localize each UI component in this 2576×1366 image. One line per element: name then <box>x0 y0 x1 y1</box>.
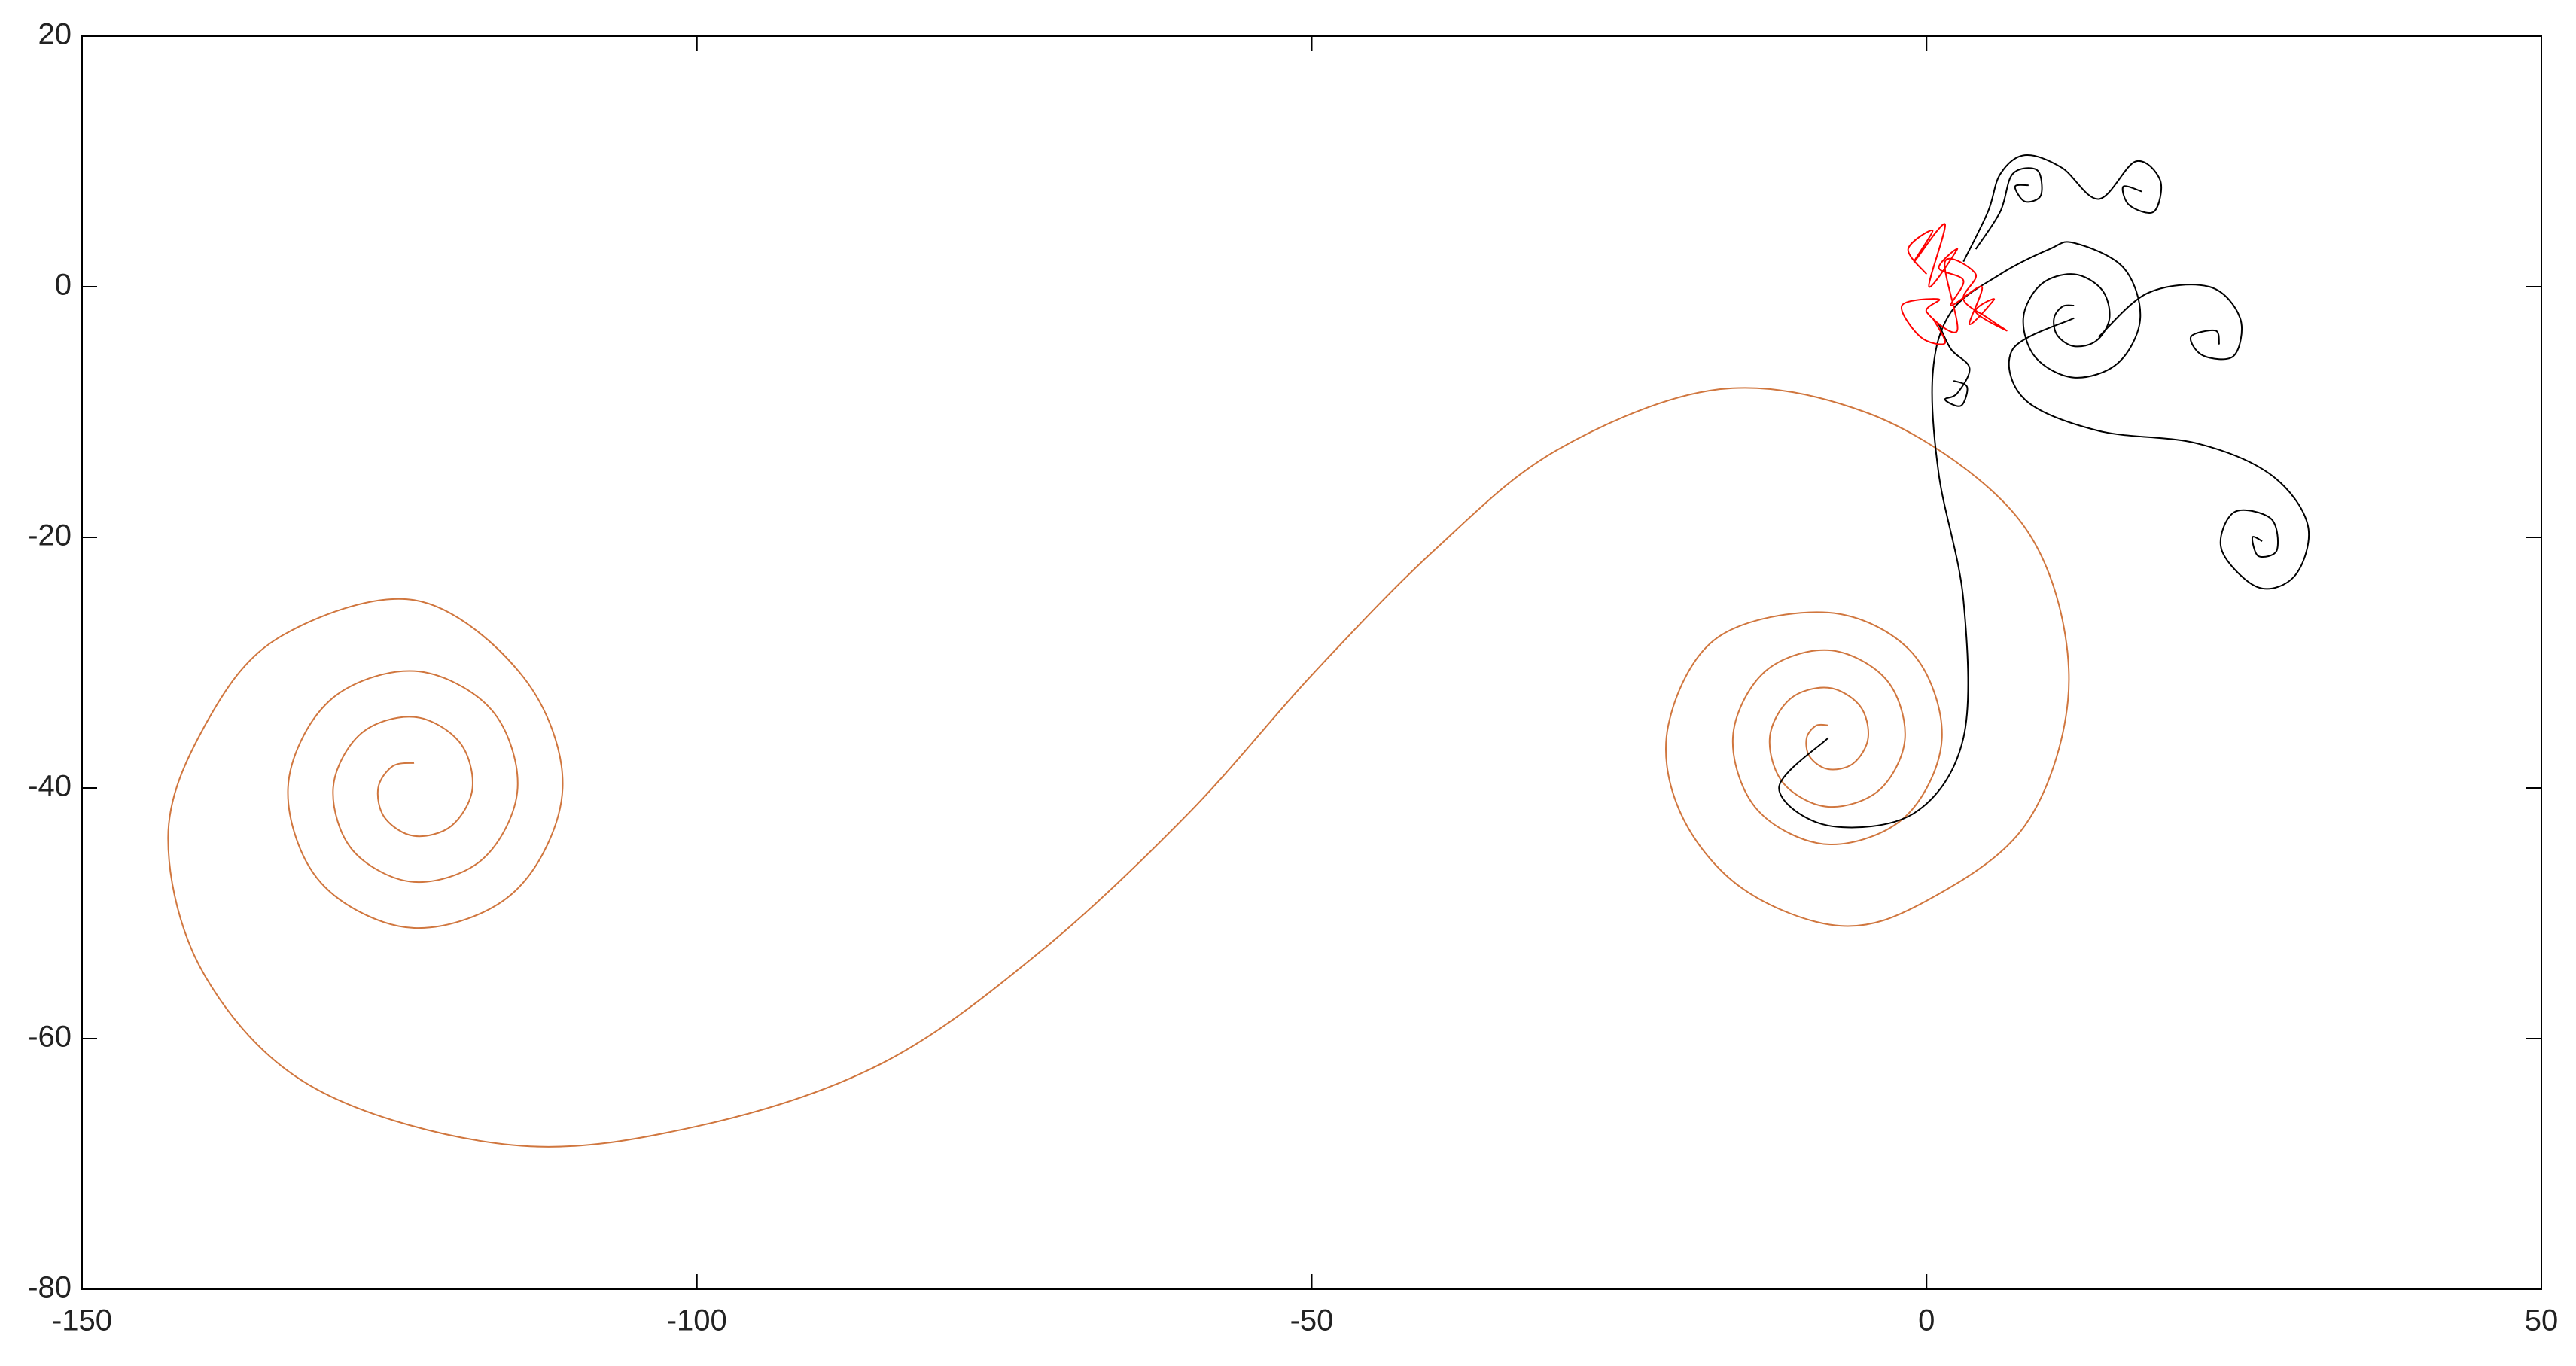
y-tick-label: 20 <box>38 18 72 51</box>
series-line <box>1778 241 2142 829</box>
y-tick-label: -80 <box>28 1271 72 1304</box>
x-tick-label: 0 <box>1918 1304 1935 1337</box>
y-tick-label: 0 <box>55 269 72 302</box>
series-line <box>2098 284 2243 361</box>
series-line <box>1901 223 2008 345</box>
plot-frame <box>81 35 2542 1290</box>
x-tick-label: -50 <box>1290 1304 1334 1337</box>
series-line <box>1938 324 1971 407</box>
series-line <box>2008 317 2310 590</box>
series-line <box>1975 167 2043 250</box>
x-tick-label: 50 <box>2525 1304 2559 1337</box>
x-tick-label: -100 <box>667 1304 727 1337</box>
y-tick-label: -60 <box>28 1021 72 1054</box>
y-tick-label: -40 <box>28 770 72 803</box>
y-tick-label: -20 <box>28 519 72 552</box>
x-tick-label: -150 <box>52 1304 112 1337</box>
series-line <box>1962 154 2163 263</box>
series-line <box>167 387 2070 1148</box>
